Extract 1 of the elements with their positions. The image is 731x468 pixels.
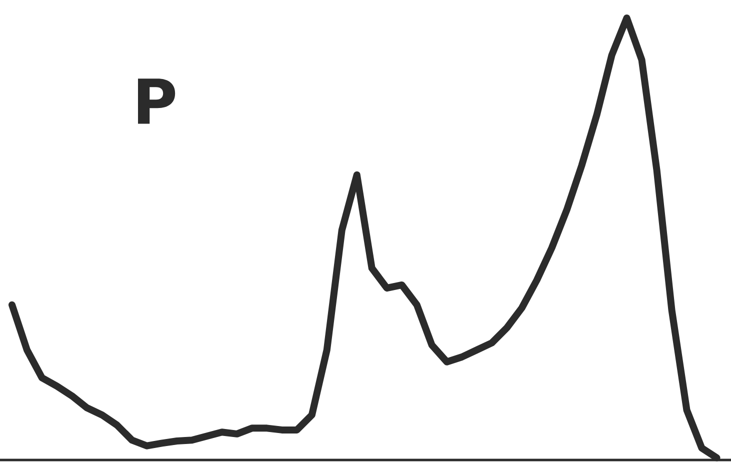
text: P xyxy=(138,78,176,124)
